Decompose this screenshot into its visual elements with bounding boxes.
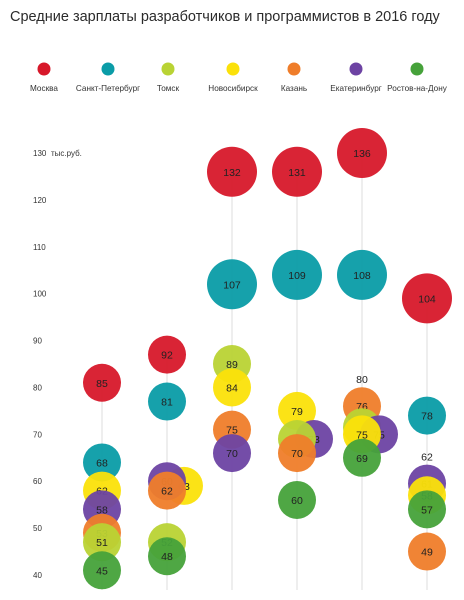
bubble-value-label: 136 — [353, 148, 371, 160]
bubble — [408, 490, 446, 529]
y-axis: 40 50 60 70 80 90 100 110 120 130 тыс.руб. — [33, 149, 82, 580]
bubble-value-label: 60 — [291, 495, 303, 507]
legend: Москва Санкт-Петербург Томск Новосибирск Каз… — [30, 62, 448, 93]
bubble-value-label: 48 — [161, 551, 173, 563]
bubble-note-label: 62 — [421, 452, 433, 464]
bubble — [213, 368, 251, 407]
bubble-value-label: 69 — [356, 453, 368, 465]
bubble-value-label: 85 — [96, 378, 108, 390]
bubble-value-label: 75 — [356, 429, 368, 441]
bubble — [148, 382, 186, 421]
bubble — [337, 128, 387, 178]
bubble — [83, 523, 121, 562]
bubble — [272, 249, 322, 300]
bubble-value-label: 131 — [288, 167, 306, 179]
bubble-value-label: 104 — [418, 293, 436, 305]
y-tick-label: 50 — [33, 524, 42, 533]
bubble — [408, 396, 446, 435]
bubble-value-label: 62 — [161, 486, 173, 498]
legend-label-3: Новосибирск — [208, 84, 258, 93]
legend-swatch-5 — [349, 62, 363, 76]
bubble-value-label: 81 — [161, 397, 173, 409]
chart-title: Средние зарплаты разработчиков и програм… — [10, 9, 440, 25]
bubble-value-label: 57 — [421, 504, 433, 516]
bubble — [83, 363, 121, 402]
bubble — [402, 273, 452, 324]
legend-swatch-0 — [37, 62, 51, 76]
legend-label-6: Ростов-на-Дону — [387, 84, 448, 93]
bubble-value-label: 79 — [291, 406, 303, 418]
bubbles: 8568625853514592816360625248132107898475… — [83, 128, 452, 590]
bubble — [207, 259, 257, 310]
bubble-value-label: 92 — [161, 350, 173, 362]
bubble — [272, 146, 322, 197]
bubble — [408, 532, 446, 571]
bubble-value-label: 89 — [226, 359, 238, 371]
bubble — [148, 471, 186, 510]
bubble-value-label: 49 — [421, 547, 433, 559]
legend-swatch-3 — [226, 62, 240, 76]
legend-label-1: Санкт-Петербург — [76, 84, 140, 93]
bubble-value-label: 51 — [96, 537, 108, 549]
legend-label-4: Казань — [281, 84, 307, 93]
y-tick-label: 100 — [33, 290, 47, 299]
column-stems — [101, 153, 428, 590]
bubble — [278, 480, 316, 519]
y-tick-label: 60 — [33, 477, 42, 486]
bubble-value-label: 70 — [291, 448, 303, 460]
y-tick-label: 130 — [33, 149, 47, 158]
bubble — [83, 443, 121, 482]
bubble-value-label: 70 — [226, 448, 238, 460]
bubble-value-label: 68 — [96, 457, 108, 469]
bubble — [148, 335, 186, 374]
bubble — [278, 391, 316, 430]
legend-label-2: Томск — [157, 84, 180, 93]
bubble — [83, 551, 121, 590]
bubble — [343, 438, 381, 477]
legend-swatch-4 — [287, 62, 301, 76]
bubble-value-label: 45 — [96, 565, 108, 577]
bubble — [337, 249, 387, 300]
bubble — [278, 434, 316, 473]
legend-swatch-6 — [410, 62, 424, 76]
legend-label-0: Москва — [30, 84, 58, 93]
bubble-value-label: 76 — [356, 401, 368, 413]
bubble-value-label: 84 — [226, 382, 238, 394]
bubble-value-label: 108 — [353, 270, 371, 282]
y-tick-label: 80 — [33, 383, 42, 392]
bubble-value-label: 75 — [226, 425, 238, 437]
legend-swatch-1 — [101, 62, 115, 76]
y-axis-label: тыс.руб. — [51, 149, 82, 158]
bubble-value-label: 78 — [421, 411, 433, 423]
y-tick-label: 110 — [33, 243, 46, 252]
bubble — [207, 146, 257, 197]
y-tick-label: 90 — [33, 337, 42, 346]
y-tick-label: 120 — [33, 196, 47, 205]
y-tick-label: 40 — [33, 571, 42, 580]
bubble — [213, 434, 251, 473]
bubble-value-label: 109 — [288, 270, 306, 282]
legend-swatch-2 — [161, 62, 175, 76]
bubble-value-label: 132 — [223, 167, 241, 179]
bubble — [148, 537, 186, 576]
legend-label-5: Екатеринбург — [330, 84, 382, 93]
y-tick-label: 70 — [33, 430, 42, 439]
bubble-value-label: 107 — [223, 279, 241, 291]
bubble-value-label: 58 — [96, 504, 108, 516]
bubble-note-label: 80 — [356, 374, 368, 386]
